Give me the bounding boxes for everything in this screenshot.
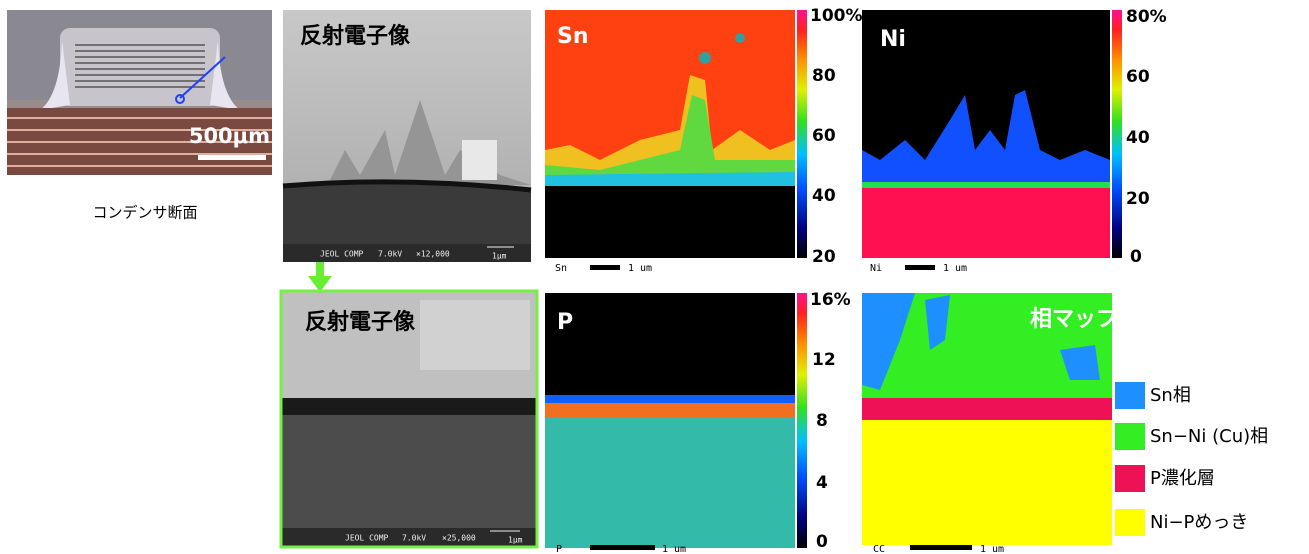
colorbar-label: 8 (816, 411, 828, 431)
legend-label: P濃化層 (1150, 468, 1215, 489)
legend-swatch (1115, 423, 1145, 450)
colorbar-label: 60 (1126, 67, 1150, 87)
colorbar-label: 100% (810, 6, 863, 26)
map-footer: Sn (555, 263, 567, 274)
sn-map: Sn 100% 80 60 40 20 Sn 1 um (545, 6, 863, 274)
sem-footer: 1μm (508, 536, 523, 545)
colorbar-label: 40 (812, 186, 836, 206)
legend-swatch (1115, 465, 1145, 492)
map-footer: CC (873, 544, 885, 554)
capacitor-photo: 500μm (7, 10, 272, 175)
colorbar-label: 40 (1126, 128, 1150, 148)
legend-swatch (1115, 509, 1145, 536)
map-footer: 1 um (943, 263, 967, 274)
phase-map: 相マップ CC 1 um (862, 293, 1119, 554)
map-footer: P (556, 544, 562, 554)
panel-label: Sn (557, 24, 589, 49)
panel-label: 反射電子像 (300, 23, 411, 49)
map-footer: 1 um (980, 544, 1004, 554)
map-footer: 1 um (662, 544, 686, 554)
legend-swatch (1115, 382, 1145, 409)
map-footer: Ni (870, 263, 882, 274)
sem-footer: ×12,000 (416, 250, 450, 259)
colorbar-label: 12 (812, 350, 836, 370)
colorbar-label: 0 (816, 532, 828, 552)
legend: Sn相 Sn−Ni (Cu)相 P濃化層 Ni−Pめっき (1115, 382, 1268, 536)
panel-label: P (557, 310, 573, 335)
sem-footer: JEOL COMP (345, 534, 389, 543)
colorbar-label: 80 (812, 66, 836, 86)
legend-label: Sn−Ni (Cu)相 (1150, 426, 1268, 447)
colorbar-label: 4 (816, 473, 828, 493)
legend-label: Sn相 (1150, 385, 1191, 406)
sem-footer: 7.0kV (402, 534, 426, 543)
sem-image: JEOL COMP 7.0kV ×25,000 1μm 反射電子像 (281, 291, 537, 547)
scale-label: 500μm (189, 124, 270, 148)
sem-footer: ×25,000 (442, 534, 476, 543)
sem-footer: JEOL COMP (320, 250, 364, 259)
colorbar-label: 20 (1126, 189, 1150, 209)
colorbar-label: 0 (1130, 247, 1142, 267)
panel-label: 反射電子像 (305, 309, 416, 335)
colorbar-label: 60 (812, 126, 836, 146)
panel-label: Ni (880, 27, 906, 52)
ni-map: Ni 80% 60 40 20 0 Ni 1 um (862, 7, 1167, 274)
caption: コンデンサ断面 (92, 204, 197, 222)
colorbar-label: 80% (1126, 7, 1167, 27)
panel-label: 相マップ (1030, 307, 1119, 332)
colorbar-label: 20 (812, 247, 836, 267)
legend-label: Ni−Pめっき (1150, 512, 1248, 533)
sem-image: JEOL COMP 7.0kV ×12,000 1μm 反射電子像 (283, 10, 531, 262)
arrow (308, 262, 332, 292)
map-footer: 1 um (628, 263, 652, 274)
p-map: P 16% 12 8 4 0 P 1 um (545, 290, 851, 554)
sem-footer: 7.0kV (378, 250, 402, 259)
figure: 500μm コンデンサ断面 JEOL COMP 7.0kV ×12,000 1μ… (0, 0, 1309, 554)
sem-footer: 1μm (492, 252, 507, 261)
colorbar-label: 16% (810, 290, 851, 310)
